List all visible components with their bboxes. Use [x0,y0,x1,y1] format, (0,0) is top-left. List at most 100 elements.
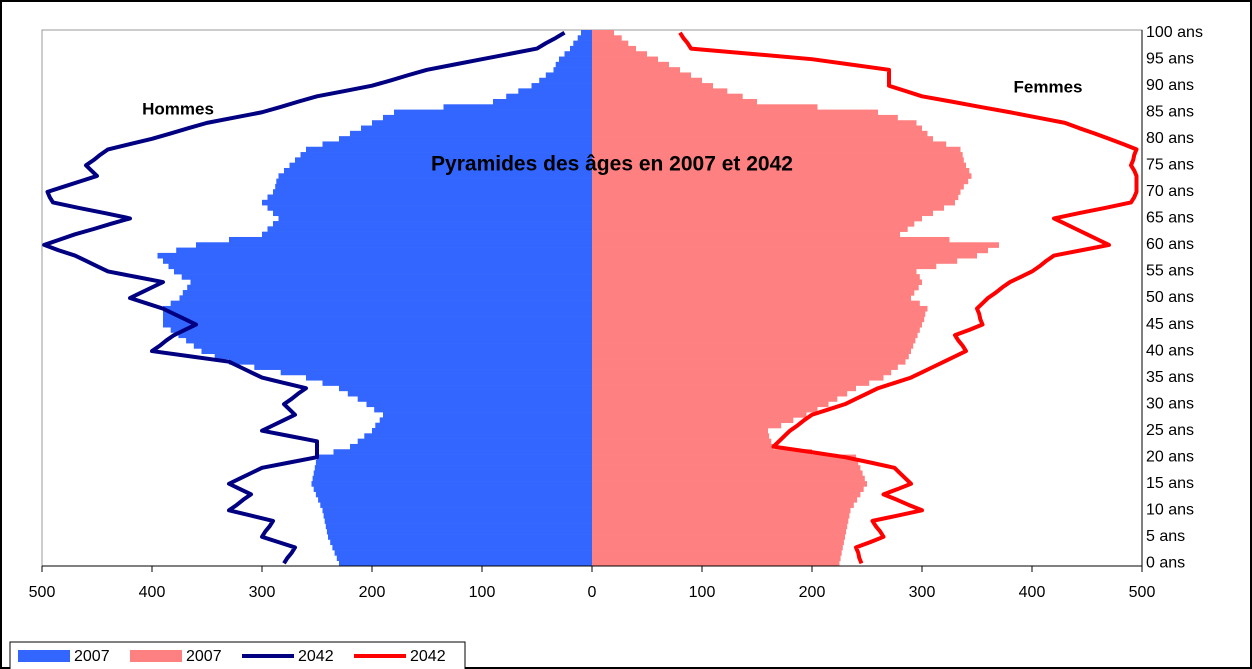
bar [306,374,592,381]
bar [592,290,915,296]
bar [592,321,922,328]
bar [518,88,592,94]
y-tick-label: 20 ans [1146,448,1194,465]
bar [592,199,955,206]
legend-label: 2007 [74,648,110,665]
bar [592,125,922,132]
bar [592,61,669,68]
bar [322,141,592,148]
bar [592,550,842,556]
x-tick-label: 500 [1129,584,1156,601]
bar [592,475,865,482]
bar [592,369,892,376]
bar [339,136,592,142]
y-tick-label: 70 ans [1146,183,1194,200]
bar [174,268,592,275]
bar [289,162,592,169]
bar [592,146,961,153]
bar [592,497,858,503]
bar [394,109,592,116]
bar [592,215,922,222]
bar [592,205,944,211]
bar [179,295,592,301]
y-tick-label: 85 ans [1146,103,1194,120]
legend-swatch [130,650,182,662]
bar [163,258,592,264]
bar [592,555,841,561]
x-tick-label: 200 [799,584,826,601]
chart-title: Pyramides des âges en 2007 et 2042 [431,153,793,176]
bar [592,194,959,201]
y-tick-label: 10 ans [1146,501,1194,518]
bar [336,555,592,561]
bar [196,242,592,248]
bar [254,364,593,370]
bar [592,83,713,89]
bar [163,321,592,328]
bar [592,470,863,477]
bar [592,141,947,148]
bar [383,412,592,418]
bar [374,406,592,413]
bar [592,406,818,413]
y-tick-label: 5 ans [1146,528,1185,545]
bar [278,173,592,179]
bar [592,385,856,392]
y-tick-label: 30 ans [1146,395,1194,412]
y-tick-label: 90 ans [1146,77,1194,94]
bar [182,290,593,296]
bar [592,443,774,450]
bar [330,539,592,546]
bar [592,236,950,243]
bar [311,481,592,487]
bar [315,459,592,466]
bar [577,35,592,41]
bar [592,88,728,94]
bar [229,359,592,365]
bar [592,114,898,121]
bar [262,199,592,206]
bar [592,507,851,514]
bar [361,125,592,132]
bar [592,247,988,254]
bar [592,258,958,264]
bar [592,40,629,47]
bar [545,72,592,79]
y-tick-label: 60 ans [1146,236,1194,253]
bar [592,332,918,339]
bar [592,67,680,73]
bar [592,231,900,238]
bar [592,30,614,36]
bar [592,274,920,280]
bar [592,189,961,195]
bar [573,40,592,47]
bar [592,528,847,535]
bar [214,353,592,360]
bar [592,560,840,567]
bar [592,534,845,540]
bar [300,152,592,158]
bar [592,523,848,530]
bar [168,263,592,270]
bar [592,104,818,110]
bar [372,428,592,434]
legend-label: 2007 [186,648,222,665]
bar [324,518,592,524]
legend-label: 2042 [410,648,446,665]
bar [276,178,592,185]
y-tick-label: 0 ans [1146,555,1185,572]
bar [592,401,829,408]
legend-swatch [18,650,70,662]
legend-label: 2042 [298,648,334,665]
bar [592,268,917,275]
bar [581,30,592,36]
bar [592,221,915,227]
bar [592,183,964,190]
bar [592,311,926,317]
bar [176,247,592,254]
bar [592,242,999,248]
bar [333,449,592,455]
bar [350,443,592,450]
bar [284,167,592,174]
